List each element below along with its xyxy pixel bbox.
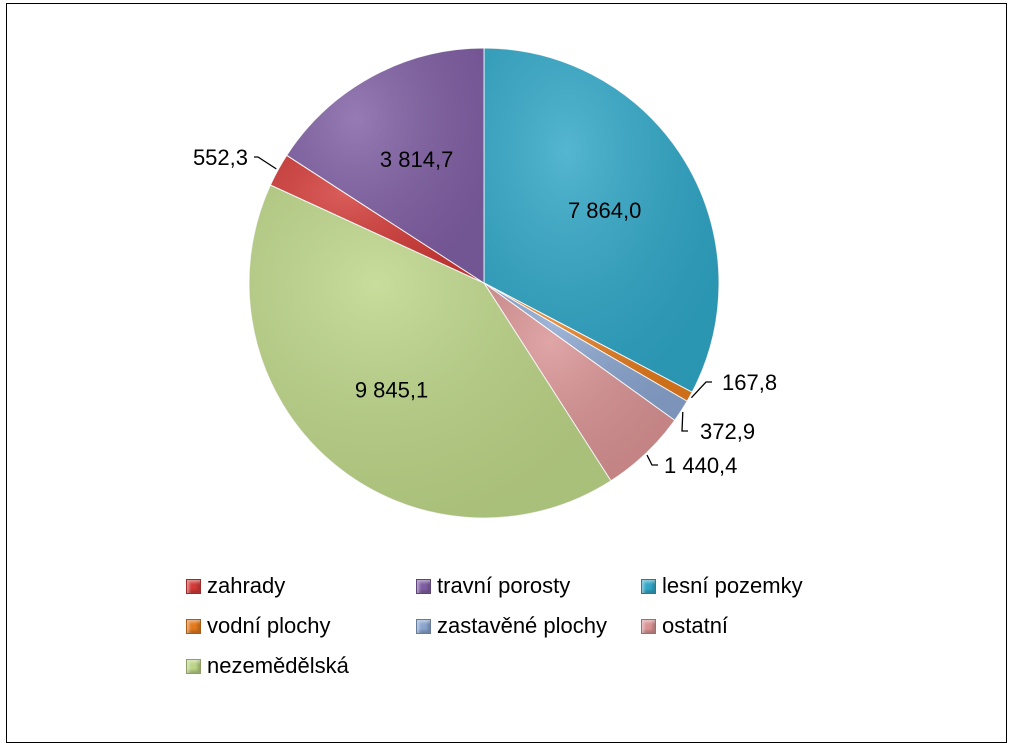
data-label-vodni-plochy: 167,8 [722, 370, 777, 395]
legend-label: travní porosty [437, 573, 571, 598]
data-label-nezemedelska: 9 845,1 [355, 377, 428, 402]
legend-swatch [186, 658, 201, 674]
legend-swatch [416, 578, 431, 594]
leader-line-zahrady [254, 156, 277, 170]
legend-swatch [416, 618, 431, 634]
legend-label: lesní pozemky [662, 573, 803, 598]
legend-label: zastavěné plochy [437, 613, 607, 638]
leader-line-vodni-plochy [690, 381, 712, 399]
legend-label: ostatní [662, 613, 729, 638]
data-label-zastavene-plochy: 372,9 [700, 419, 755, 444]
data-label-ostatni: 1 440,4 [664, 453, 737, 478]
data-label-zahrady: 552,3 [193, 145, 248, 170]
legend-swatch [641, 578, 656, 594]
leader-line-zastavene-plochy [681, 411, 688, 432]
data-label-travni-porosty: 3 814,7 [380, 147, 453, 172]
legend-item-lesni-pozemky: lesní pozemky [641, 573, 803, 599]
legend-item-travni-porosty: travní porosty [416, 573, 570, 599]
legend-item-ostatni: ostatní [641, 613, 728, 639]
legend-swatch [186, 578, 201, 594]
legend-swatch [186, 618, 201, 634]
legend-label: zahrady [207, 573, 286, 598]
leader-line-ostatni [646, 454, 658, 466]
legend-item-zahrady: zahrady [186, 573, 285, 599]
legend-label: vodní plochy [207, 613, 331, 638]
legend-label: nezemědělská [207, 653, 349, 678]
data-label-lesni-pozemky: 7 864,0 [568, 198, 641, 223]
legend-item-nezemedelska: nezemědělská [186, 653, 349, 679]
legend-swatch [641, 618, 656, 634]
legend-item-vodni-plochy: vodní plochy [186, 613, 331, 639]
legend-item-zastavene-plochy: zastavěné plochy [416, 613, 607, 639]
